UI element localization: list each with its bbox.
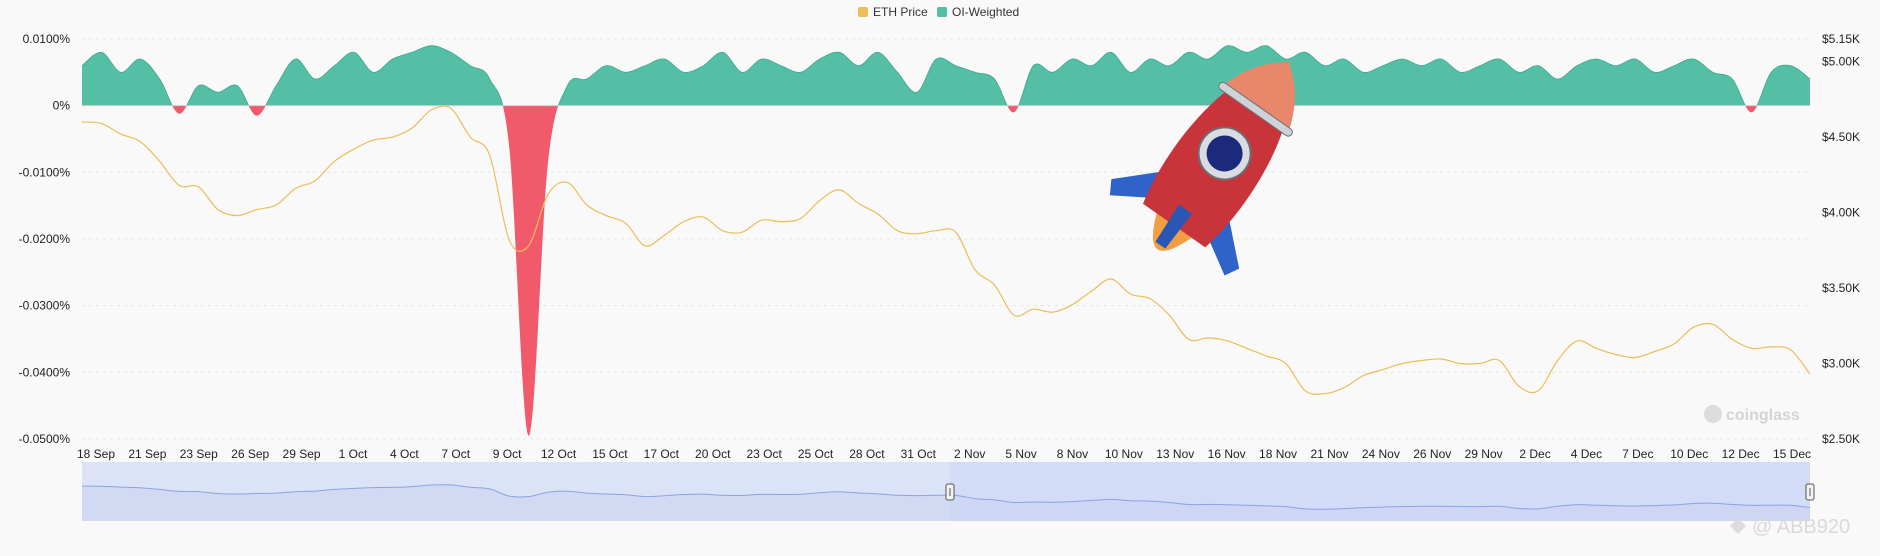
y-tick-left: 0% [53, 99, 71, 113]
y-tick-right: $4.00K [1822, 206, 1860, 220]
y-tick-right: $2.50K [1822, 432, 1860, 446]
oi-positive-area [82, 45, 1810, 106]
x-tick: 17 Oct [644, 447, 680, 461]
legend-swatch-oi-weighted [937, 7, 947, 17]
x-tick: 29 Sep [283, 447, 321, 461]
y-tick-left: -0.0200% [19, 232, 71, 246]
x-tick: 12 Dec [1722, 447, 1760, 461]
x-axis: 18 Sep 21 Sep 23 Sep 26 Sep 29 Sep 1 Oct 4 Oct… [77, 447, 1811, 461]
y-tick-right: $4.50K [1822, 130, 1860, 144]
user-watermark: @ ABB920 [1730, 516, 1850, 538]
legend-label-eth-price: ETH Price [873, 5, 928, 19]
oi-line [81, 45, 1811, 106]
y-tick-right: $3.50K [1822, 281, 1860, 295]
legend-item-eth-price[interactable]: ETH Price [858, 5, 928, 19]
x-tick: 25 Oct [798, 447, 834, 461]
legend: ETH Price OI-Weighted [858, 5, 1019, 19]
y-tick-right: $5.15K [1822, 32, 1860, 46]
rocket-icon [1109, 61, 1295, 276]
x-tick: 24 Nov [1362, 447, 1400, 461]
y-tick-left: -0.0400% [19, 365, 71, 379]
x-tick: 29 Nov [1465, 447, 1503, 461]
x-tick: 21 Nov [1310, 447, 1348, 461]
x-tick: 15 Oct [592, 447, 628, 461]
rocket-window [1206, 135, 1243, 172]
rocket-ring [1218, 81, 1293, 137]
x-tick: 23 Sep [180, 447, 218, 461]
user-watermark-text: @ ABB920 [1752, 516, 1850, 538]
y-tick-left: -0.0500% [19, 432, 71, 446]
binance-logo-icon [1730, 518, 1746, 534]
y-tick-left: -0.0300% [19, 299, 71, 313]
x-tick: 8 Nov [1057, 447, 1088, 461]
rocket-nose [1222, 61, 1295, 133]
x-tick: 26 Sep [231, 447, 269, 461]
x-tick: 4 Oct [390, 447, 419, 461]
x-tick: 15 Dec [1773, 447, 1811, 461]
x-tick: 21 Sep [128, 447, 166, 461]
series-eth-price [81, 105, 1811, 395]
y-axis-right: $5.15K $5.00K $4.50K $4.00K $3.50K $3.00K $2.5… [1822, 32, 1860, 446]
x-tick: 2 Nov [954, 447, 985, 461]
coinglass-watermark: coinglass [1704, 405, 1800, 424]
x-tick: 12 Oct [541, 447, 577, 461]
y-axis-left: 0.0100% 0% -0.0100% -0.0200% -0.0300% -0.0400… [19, 32, 71, 446]
oi-negative-area [82, 105, 1810, 436]
x-tick: 16 Nov [1208, 447, 1246, 461]
coinglass-logo-icon [1704, 405, 1722, 423]
legend-swatch-eth-price [858, 7, 868, 17]
x-tick: 18 Nov [1259, 447, 1297, 461]
x-tick: 13 Nov [1156, 447, 1194, 461]
x-tick: 7 Oct [441, 447, 470, 461]
x-tick: 31 Oct [901, 447, 937, 461]
y-tick-right: $5.00K [1822, 55, 1860, 69]
x-tick: 10 Dec [1670, 447, 1708, 461]
range-navigator[interactable] [81, 462, 1815, 521]
navigator-area [82, 484, 1810, 521]
series-oi-weighted [81, 45, 1811, 436]
x-tick: 28 Oct [849, 447, 885, 461]
x-tick: 4 Dec [1571, 447, 1602, 461]
coinglass-watermark-text: coinglass [1726, 407, 1800, 424]
rocket-fin-center [1155, 204, 1193, 249]
x-tick: 5 Nov [1005, 447, 1036, 461]
x-tick: 20 Oct [695, 447, 731, 461]
eth-price-line [81, 105, 1811, 395]
y-tick-left: -0.0100% [19, 165, 71, 179]
y-tick-left: 0.0100% [23, 32, 71, 46]
x-tick: 9 Oct [493, 447, 522, 461]
x-tick: 2 Dec [1519, 447, 1550, 461]
x-tick: 23 Oct [746, 447, 782, 461]
x-tick: 26 Nov [1413, 447, 1451, 461]
legend-item-oi-weighted[interactable]: OI-Weighted [937, 5, 1019, 19]
x-tick: 1 Oct [339, 447, 368, 461]
y-tick-right: $3.00K [1822, 357, 1860, 371]
legend-label-oi-weighted: OI-Weighted [952, 5, 1019, 19]
x-tick: 18 Sep [77, 447, 115, 461]
x-tick: 10 Nov [1105, 447, 1143, 461]
x-tick: 7 Dec [1622, 447, 1653, 461]
